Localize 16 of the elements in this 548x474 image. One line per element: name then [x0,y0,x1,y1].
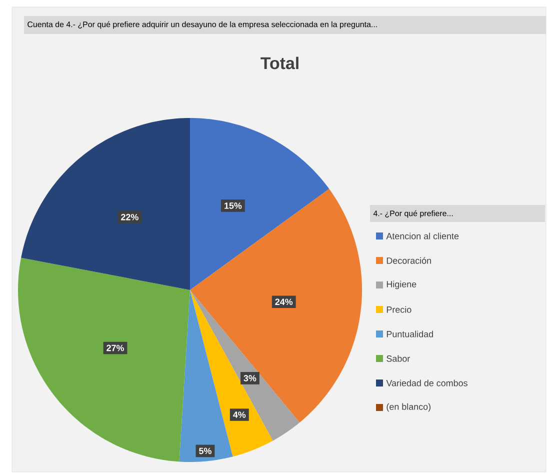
legend-label: Atencion al cliente [386,232,459,240]
data-label: 24% [275,298,293,305]
data-label: 4% [233,412,246,418]
data-label: 15% [224,202,242,209]
legend-label: Variedad de combos [386,380,468,386]
legend-label: Precio [386,306,412,313]
data-label: 5% [199,448,212,454]
legend-label: (en blanco) [386,403,430,412]
legend-label: Sabor [386,355,410,362]
legend-label: Higiene [386,280,416,290]
legend-label: Puntualidad [386,330,433,338]
data-label: 3% [244,375,256,382]
data-label: 27% [106,344,124,352]
chart-title: Total [260,56,298,70]
data-label: 22% [121,214,138,220]
legend-label: Decoración [386,257,431,264]
